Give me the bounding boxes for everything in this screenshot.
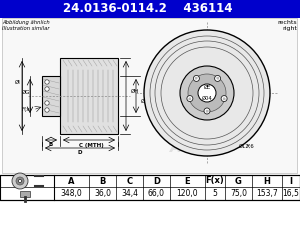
Circle shape xyxy=(194,75,200,81)
Text: 36,0: 36,0 xyxy=(94,189,111,198)
Text: D: D xyxy=(78,151,82,155)
Text: ØE: ØE xyxy=(203,85,211,90)
Bar xyxy=(2,18,297,173)
Text: 34,4: 34,4 xyxy=(121,189,138,198)
Circle shape xyxy=(144,30,270,156)
Circle shape xyxy=(180,66,234,120)
Text: 66,0: 66,0 xyxy=(148,189,165,198)
Text: D: D xyxy=(153,176,160,185)
Text: B: B xyxy=(49,142,53,148)
Circle shape xyxy=(214,75,220,81)
Polygon shape xyxy=(20,191,30,196)
Text: H: H xyxy=(264,176,270,185)
Circle shape xyxy=(12,173,28,189)
Text: ØG: ØG xyxy=(22,90,30,94)
Text: 348,0: 348,0 xyxy=(61,189,82,198)
Text: F(x): F(x) xyxy=(22,108,32,112)
Circle shape xyxy=(187,96,193,101)
Text: Ø04: Ø04 xyxy=(202,95,212,101)
Text: 16,5: 16,5 xyxy=(283,189,299,198)
Text: ATE: ATE xyxy=(169,140,200,155)
Bar xyxy=(42,76,60,116)
Text: C: C xyxy=(126,176,133,185)
Text: Abbildung ähnlich
Illustration similar: Abbildung ähnlich Illustration similar xyxy=(2,20,50,31)
Text: B: B xyxy=(99,176,106,185)
Text: F(x): F(x) xyxy=(206,176,224,185)
Circle shape xyxy=(45,80,49,84)
Circle shape xyxy=(188,74,226,112)
Text: Ø12,6: Ø12,6 xyxy=(239,144,255,149)
Text: 153,7: 153,7 xyxy=(256,189,278,198)
Text: 5: 5 xyxy=(213,189,218,198)
Bar xyxy=(60,58,118,134)
Text: C (MTH): C (MTH) xyxy=(79,142,104,148)
Text: 120,0: 120,0 xyxy=(177,189,198,198)
Text: E: E xyxy=(185,176,190,185)
Text: A: A xyxy=(68,176,75,185)
Text: G: G xyxy=(235,176,242,185)
Circle shape xyxy=(45,87,49,91)
Circle shape xyxy=(45,101,49,105)
Bar xyxy=(0,175,300,200)
Text: 24.0136-0114.2    436114: 24.0136-0114.2 436114 xyxy=(63,2,233,16)
Text: 75,0: 75,0 xyxy=(230,189,247,198)
Text: ØA: ØA xyxy=(141,99,149,104)
Text: rechts
right: rechts right xyxy=(278,20,297,31)
Circle shape xyxy=(45,108,49,112)
Circle shape xyxy=(19,180,22,182)
Circle shape xyxy=(204,108,210,114)
Circle shape xyxy=(198,84,216,102)
Bar xyxy=(0,0,300,18)
Text: ØH: ØH xyxy=(131,88,140,94)
Circle shape xyxy=(16,177,24,185)
Text: ØI: ØI xyxy=(15,79,21,85)
Text: I: I xyxy=(290,176,292,185)
Circle shape xyxy=(221,96,227,101)
